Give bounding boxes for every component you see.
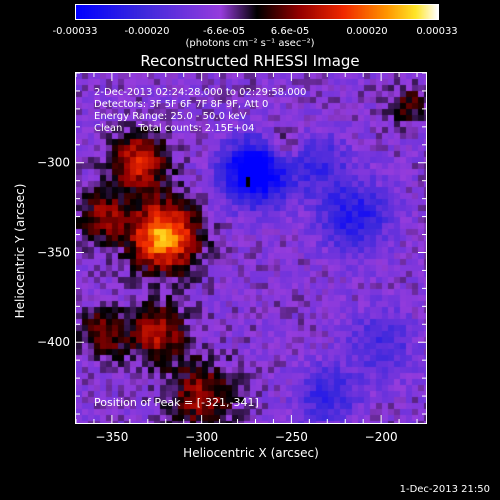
colorbar-tick-label: 0.00033	[416, 26, 458, 37]
y-tick-label: −400	[37, 335, 70, 349]
heatmap-image	[76, 73, 426, 423]
clean-counts-text: Clean Total counts: 2.15E+04	[94, 123, 255, 134]
time-range-text: 2-Dec-2013 02:24:28.000 to 02:29:58.000	[94, 87, 307, 98]
colorbar-tick-label: -0.00033	[52, 26, 98, 37]
colorbar	[75, 4, 439, 20]
colorbar-units: (photons cm⁻² s⁻¹ asec⁻²)	[185, 38, 315, 49]
colorbar-tick-label: -6.6e-05	[203, 26, 245, 37]
energy-range-text: Energy Range: 25.0 - 50.0 keV	[94, 111, 247, 122]
plot-area: 2-Dec-2013 02:24:28.000 to 02:29:58.000 …	[75, 72, 427, 424]
colorbar-tick-label: 6.6e-05	[270, 26, 310, 37]
x-tick-label: −300	[185, 430, 218, 444]
x-axis-label: Heliocentric X (arcsec)	[183, 446, 319, 460]
x-tick-label: −200	[365, 430, 398, 444]
chart-title: Reconstructed RHESSI Image	[140, 52, 360, 70]
detectors-text: Detectors: 3F 5F 6F 7F 8F 9F, Att 0	[94, 99, 269, 110]
y-axis-label: Heliocentric Y (arcsec)	[13, 183, 27, 319]
peak-position-text: Position of Peak = [-321,-341]	[94, 396, 259, 409]
colorbar-tick-label: -0.00020	[124, 26, 170, 37]
colorbar-tick-label: 0.00020	[346, 26, 388, 37]
x-tick-label: −350	[95, 430, 128, 444]
y-tick-label: −350	[37, 245, 70, 259]
x-tick-label: −250	[275, 430, 308, 444]
generation-date: 1-Dec-2013 21:50	[399, 484, 490, 495]
y-tick-label: −300	[37, 156, 70, 170]
